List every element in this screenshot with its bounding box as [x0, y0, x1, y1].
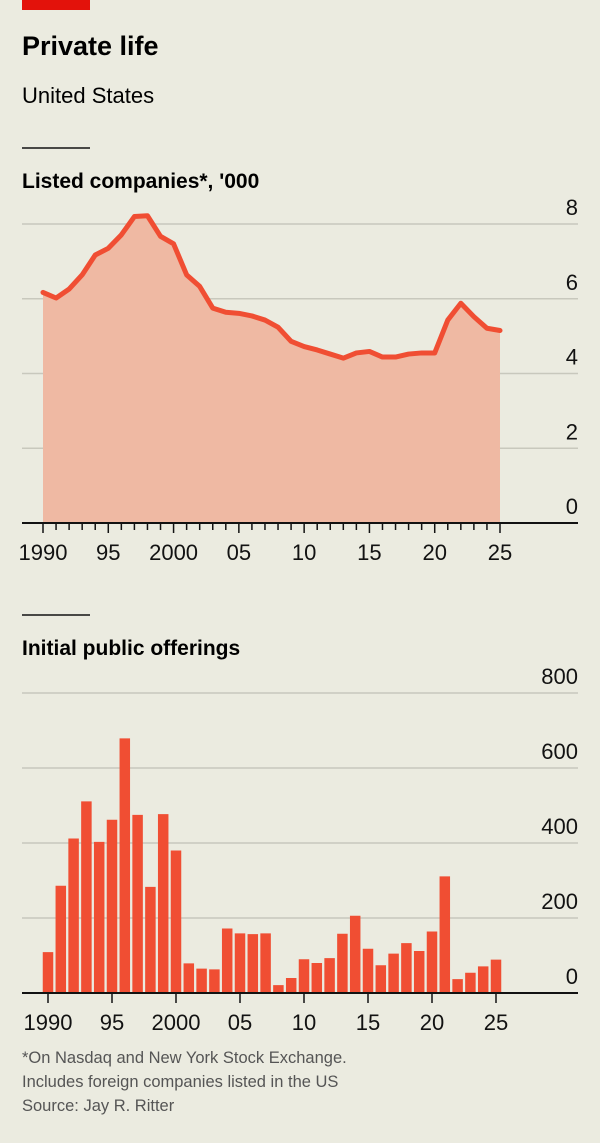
- bar-2005: [234, 933, 246, 993]
- bar-2017: [388, 953, 399, 993]
- chart-title: Private life: [22, 31, 159, 61]
- bar-2025: [490, 959, 502, 993]
- bar-2002: [196, 968, 207, 993]
- x-tick-label: 2000: [152, 1010, 201, 1035]
- x-tick-label: 15: [356, 1010, 380, 1035]
- panel1-title: Listed companies*, '000: [22, 170, 259, 193]
- bar-2014: [349, 915, 361, 993]
- x-tick-label: 10: [292, 1010, 316, 1035]
- footnote-line1: *On Nasdaq and New York Stock Exchange.: [22, 1049, 347, 1067]
- bar-2004: [221, 928, 233, 993]
- bar-1998: [145, 886, 156, 993]
- y-tick-label: 0: [566, 494, 578, 519]
- x-tick-label: 20: [422, 540, 446, 565]
- panel2-title: Initial public offerings: [22, 637, 240, 660]
- series-line: [40, 213, 503, 361]
- x-tick-label: 1990: [19, 540, 68, 565]
- bar-2013: [337, 933, 348, 993]
- bar-2019: [413, 951, 425, 993]
- bar-2000: [170, 850, 182, 993]
- bar-1991: [55, 885, 67, 993]
- bar-2016: [375, 965, 387, 993]
- bar-1999: [157, 814, 169, 993]
- x-tick-label: 20: [420, 1010, 444, 1035]
- bar-2023: [465, 972, 476, 993]
- y-tick-label: 200: [541, 889, 578, 914]
- bar-2021: [439, 876, 451, 993]
- bar-2001: [183, 963, 195, 993]
- source-note: Source: Jay R. Ritter: [22, 1097, 175, 1115]
- y-tick-label: 0: [566, 964, 578, 989]
- y-tick-label: 8: [566, 195, 578, 220]
- bar-2015: [362, 948, 374, 993]
- bar-2020: [426, 931, 438, 993]
- bar-2003: [209, 969, 220, 993]
- listed-companies-chart: 0 2 4 6 8 1990 95 2000 05 10 15 20 25: [19, 195, 578, 565]
- y-tick-label: 800: [541, 664, 578, 689]
- bar-1994: [93, 841, 105, 993]
- bar-2006: [247, 934, 259, 993]
- bar-2008: [273, 985, 284, 993]
- footnote-line2: Includes foreign companies listed in the…: [22, 1073, 338, 1091]
- y-tick-label: 2: [566, 419, 578, 444]
- x-tick-label: 1990: [24, 1010, 73, 1035]
- x-tick-label: 10: [292, 540, 316, 565]
- x-tick-label: 05: [228, 1010, 252, 1035]
- x-tick-label: 95: [96, 540, 120, 565]
- bar-2007: [260, 933, 271, 993]
- x-tick-label: 95: [100, 1010, 124, 1035]
- bar-1990: [42, 952, 54, 993]
- bar-2018: [401, 943, 412, 993]
- x-tick-label: 2000: [149, 540, 198, 565]
- bar-2022: [452, 979, 463, 993]
- bar-2009: [285, 978, 297, 993]
- bar-1996: [119, 738, 131, 993]
- bar-1995: [106, 819, 118, 993]
- y-tick-label: 4: [566, 345, 578, 370]
- x-tick-label: 15: [357, 540, 381, 565]
- y-tick-label: 600: [541, 739, 578, 764]
- x-tick-label: 25: [488, 540, 512, 565]
- bar-1997: [132, 814, 143, 993]
- chart-subtitle: United States: [22, 83, 154, 108]
- bar-2024: [477, 966, 489, 993]
- bar-2010: [298, 959, 310, 993]
- bar-2011: [311, 963, 323, 993]
- bar-2012: [324, 958, 335, 993]
- y-tick-label: 400: [541, 814, 578, 839]
- y-tick-label: 6: [566, 270, 578, 295]
- bar-1993: [81, 801, 92, 993]
- brand-bar: [22, 0, 90, 10]
- ipo-chart: 0 200 400 600 800 1990 95 2000 05 10 15 20 25: [22, 664, 578, 1035]
- bar-1992: [68, 838, 79, 993]
- x-tick-label: 25: [484, 1010, 508, 1035]
- x-tick-label: 05: [227, 540, 251, 565]
- area-fill: [43, 215, 500, 523]
